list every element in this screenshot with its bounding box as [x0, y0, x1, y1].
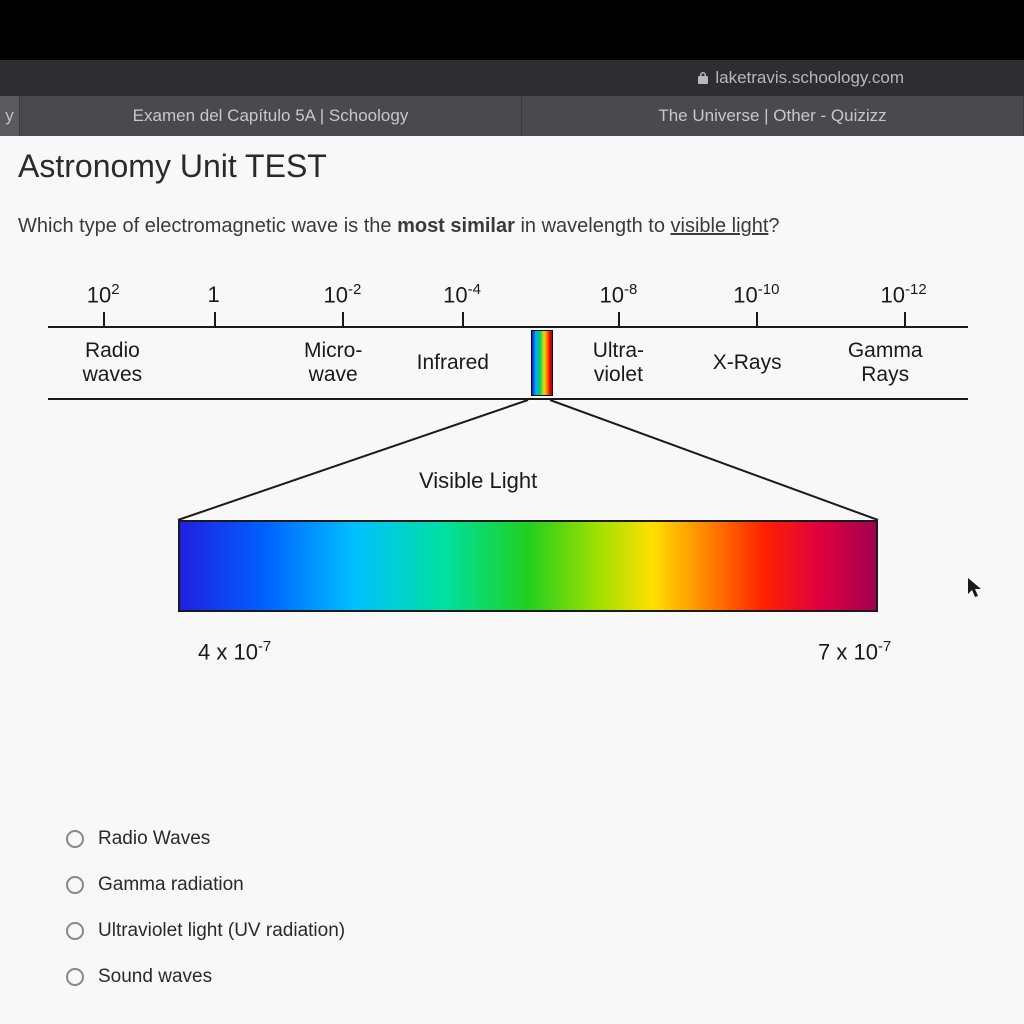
scale-tick: [618, 312, 620, 326]
visible-light-marker: [531, 330, 553, 396]
browser-tabs: y Examen del Capítulo 5A | Schoology The…: [0, 96, 1024, 136]
band-label: X-Rays: [713, 351, 782, 375]
scale-tick: [342, 312, 344, 326]
radio-button[interactable]: [66, 876, 84, 894]
option-label: Gamma radiation: [98, 874, 244, 896]
band-label: Infrared: [417, 351, 489, 375]
page-title: Astronomy Unit TEST: [0, 136, 1024, 215]
scale-label: 10-2: [323, 281, 361, 308]
visible-spectrum-bar: [178, 520, 878, 612]
band-label: GammaRays: [848, 339, 923, 387]
scale-tick: [462, 312, 464, 326]
answer-option[interactable]: Gamma radiation: [66, 862, 958, 908]
band-label: Radiowaves: [83, 339, 143, 387]
scale-label: 10-4: [443, 281, 481, 308]
radio-button[interactable]: [66, 830, 84, 848]
tab-label: The Universe | Other - Quizizz: [658, 106, 886, 126]
page-content: Astronomy Unit TEST Which type of electr…: [0, 136, 1024, 1024]
answer-options: Radio Waves Gamma radiation Ultraviolet li…: [18, 816, 1006, 1000]
radio-button[interactable]: [66, 968, 84, 986]
scale-tick: [214, 312, 216, 326]
scale-tick: [103, 312, 105, 326]
em-spectrum-diagram: 102 1 10-2 10-4 10-8 10-10 10-12 Radiowaves Mic…: [48, 268, 968, 788]
scale-label: 10-10: [733, 281, 779, 308]
answer-option[interactable]: Radio Waves: [66, 816, 958, 862]
radio-button[interactable]: [66, 922, 84, 940]
band-label: Micro-wave: [304, 339, 362, 387]
cursor-icon: [966, 576, 984, 600]
connector-lines: [48, 400, 968, 520]
scale-label: 10-8: [599, 281, 637, 308]
scale-label: 1: [207, 282, 219, 308]
spectrum-bands: Radiowaves Micro-wave Infrared Ultra-violet…: [48, 328, 968, 400]
scale-tick: [756, 312, 758, 326]
url-display: laketravis.schoology.com: [697, 68, 904, 88]
question-block: Which type of electromagnetic wave is th…: [0, 215, 1024, 1000]
wavelength-scale: 102 1 10-2 10-4 10-8 10-10 10-12: [48, 268, 968, 328]
lock-icon: [697, 71, 709, 85]
visible-light-label: Visible Light: [413, 468, 543, 494]
question-text: Which type of electromagnetic wave is th…: [18, 215, 1006, 238]
band-label: Ultra-violet: [593, 339, 644, 387]
answer-option[interactable]: Sound waves: [66, 954, 958, 1000]
range-left: 4 x 10-7: [198, 638, 271, 665]
option-label: Ultraviolet light (UV radiation): [98, 920, 345, 942]
tab-quizizz[interactable]: The Universe | Other - Quizizz: [522, 96, 1024, 136]
option-label: Sound waves: [98, 966, 212, 988]
url-text: laketravis.schoology.com: [715, 68, 904, 88]
scale-label: 10-12: [881, 281, 927, 308]
tab-label: Examen del Capítulo 5A | Schoology: [133, 106, 409, 126]
scale-tick: [904, 312, 906, 326]
browser-url-bar: laketravis.schoology.com: [0, 60, 1024, 96]
range-right: 7 x 10-7: [818, 638, 891, 665]
tab-stub-left[interactable]: y: [0, 96, 20, 136]
answer-option[interactable]: Ultraviolet light (UV radiation): [66, 908, 958, 954]
tab-schoology[interactable]: Examen del Capítulo 5A | Schoology: [20, 96, 522, 136]
option-label: Radio Waves: [98, 828, 210, 850]
scale-label: 102: [87, 281, 120, 308]
